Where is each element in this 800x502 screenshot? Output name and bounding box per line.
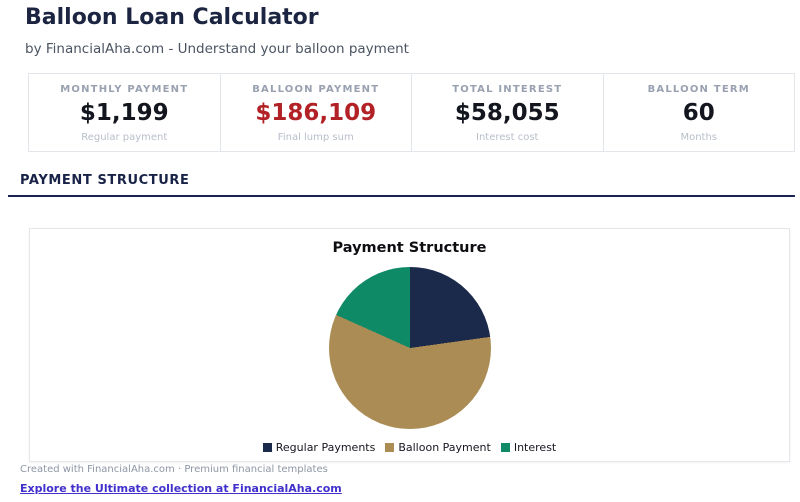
stat-card-balloon-payment: BALLOON PAYMENT $186,109 Final lump sum [221,74,412,151]
page-subtitle: by FinancialAha.com - Understand your ba… [25,41,409,57]
footer-credit: Created with FinancialAha.com · Premium … [20,464,328,475]
legend-label: Interest [513,441,557,454]
stats-row: MONTHLY PAYMENT $1,199 Regular payment B… [28,73,795,152]
stat-sublabel: Interest cost [476,132,539,143]
stat-value: $186,109 [255,100,377,126]
stat-label: MONTHLY PAYMENT [60,84,189,95]
stat-label: BALLOON TERM [647,84,750,95]
payment-structure-chart-card: Payment Structure Regular Payments Balloo… [29,228,790,462]
legend-swatch-icon [500,443,510,452]
stat-card-balloon-term: BALLOON TERM 60 Months [604,74,795,151]
footer-link[interactable]: Explore the Ultimate collection at Finan… [20,482,342,495]
legend-item[interactable]: Balloon Payment [385,441,491,454]
legend-label: Regular Payments [275,441,376,454]
stat-sublabel: Final lump sum [277,132,354,143]
legend-item[interactable]: Interest [500,441,557,454]
stat-label: TOTAL INTEREST [452,84,563,95]
stat-card-monthly-payment: MONTHLY PAYMENT $1,199 Regular payment [29,74,221,151]
chart-legend: Regular Payments Balloon Payment Interest [30,441,789,454]
legend-label: Balloon Payment [398,441,491,454]
pie-chart[interactable] [328,267,491,429]
page-title: Balloon Loan Calculator [25,5,319,30]
legend-item[interactable]: Regular Payments [262,441,376,454]
stat-sublabel: Regular payment [81,132,168,143]
stat-value: $58,055 [454,100,560,126]
legend-swatch-icon [262,443,272,452]
section-divider [8,195,795,197]
legend-swatch-icon [385,443,395,452]
section-heading-payment-structure: PAYMENT STRUCTURE [20,173,190,188]
stat-card-total-interest: TOTAL INTEREST $58,055 Interest cost [412,74,604,151]
stat-value: 60 [682,100,715,126]
stat-label: BALLOON PAYMENT [252,84,380,95]
chart-title: Payment Structure [332,240,487,256]
stat-value: $1,199 [79,100,169,126]
stat-sublabel: Months [680,132,718,143]
